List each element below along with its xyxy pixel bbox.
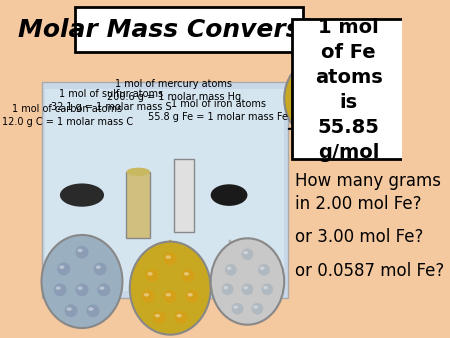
Text: 1 mol of mercury atoms
200.6 g = 1 molar mass Hg: 1 mol of mercury atoms 200.6 g = 1 molar…	[107, 79, 241, 102]
Ellipse shape	[261, 284, 273, 295]
FancyBboxPatch shape	[126, 172, 150, 238]
Text: 1 mol of sulfur atoms
32.1 g = 1 molar mass S: 1 mol of sulfur atoms 32.1 g = 1 molar m…	[51, 89, 172, 112]
Ellipse shape	[300, 80, 313, 94]
Ellipse shape	[222, 284, 234, 295]
Ellipse shape	[56, 286, 61, 290]
Ellipse shape	[232, 303, 243, 315]
Ellipse shape	[320, 68, 325, 71]
FancyBboxPatch shape	[292, 19, 405, 159]
Ellipse shape	[54, 284, 67, 296]
Ellipse shape	[309, 122, 315, 126]
Ellipse shape	[65, 305, 77, 317]
Ellipse shape	[302, 83, 307, 87]
Ellipse shape	[331, 122, 336, 126]
Text: in 2.00 mol Fe?: in 2.00 mol Fe?	[295, 195, 422, 213]
Ellipse shape	[225, 264, 237, 276]
Ellipse shape	[260, 267, 265, 270]
Ellipse shape	[145, 269, 158, 282]
Ellipse shape	[188, 293, 193, 296]
Ellipse shape	[175, 311, 188, 324]
Text: Molar Mass Conversions: Molar Mass Conversions	[18, 18, 359, 42]
Ellipse shape	[96, 265, 101, 269]
Ellipse shape	[338, 83, 343, 87]
Text: 1 mol
of Fe
atoms
is
55.85
g/mol: 1 mol of Fe atoms is 55.85 g/mol	[315, 18, 382, 162]
Ellipse shape	[252, 303, 263, 315]
Ellipse shape	[144, 293, 149, 296]
Ellipse shape	[242, 284, 253, 295]
Ellipse shape	[258, 264, 270, 276]
Ellipse shape	[153, 311, 166, 324]
Ellipse shape	[166, 255, 171, 259]
Ellipse shape	[184, 272, 189, 275]
Ellipse shape	[77, 249, 83, 252]
FancyBboxPatch shape	[41, 82, 288, 298]
FancyBboxPatch shape	[174, 159, 194, 232]
Ellipse shape	[126, 168, 150, 176]
Ellipse shape	[263, 286, 268, 289]
Ellipse shape	[211, 238, 284, 325]
Ellipse shape	[148, 272, 153, 275]
Ellipse shape	[77, 286, 83, 290]
FancyBboxPatch shape	[45, 89, 284, 291]
Ellipse shape	[320, 103, 325, 106]
Ellipse shape	[176, 314, 182, 317]
Ellipse shape	[99, 286, 104, 290]
Ellipse shape	[76, 246, 89, 259]
Ellipse shape	[76, 284, 89, 296]
Ellipse shape	[88, 307, 94, 311]
Ellipse shape	[185, 290, 198, 303]
Ellipse shape	[340, 100, 353, 113]
Ellipse shape	[342, 103, 347, 106]
Text: 1 mol of carbon atoms
12.0 g C = 1 molar mass C: 1 mol of carbon atoms 12.0 g C = 1 molar…	[2, 104, 133, 126]
Ellipse shape	[243, 251, 248, 254]
Ellipse shape	[211, 184, 248, 206]
Ellipse shape	[94, 263, 107, 275]
Ellipse shape	[329, 119, 342, 132]
Ellipse shape	[318, 100, 331, 113]
Ellipse shape	[164, 290, 177, 303]
Ellipse shape	[164, 252, 177, 265]
Ellipse shape	[155, 314, 160, 317]
Ellipse shape	[307, 119, 320, 132]
Ellipse shape	[130, 242, 211, 335]
Text: 1 mol of iron atoms
55.8 g Fe = 1 molar mass Fe: 1 mol of iron atoms 55.8 g Fe = 1 molar …	[148, 99, 288, 122]
Ellipse shape	[318, 65, 331, 78]
Ellipse shape	[297, 100, 309, 113]
Ellipse shape	[224, 286, 228, 289]
Ellipse shape	[243, 286, 248, 289]
Ellipse shape	[234, 306, 238, 309]
Ellipse shape	[59, 265, 64, 269]
Ellipse shape	[284, 55, 365, 142]
Ellipse shape	[298, 103, 303, 106]
Ellipse shape	[41, 235, 122, 328]
Ellipse shape	[337, 80, 349, 94]
Ellipse shape	[253, 306, 258, 309]
Ellipse shape	[86, 305, 99, 317]
Text: or 3.00 mol Fe?: or 3.00 mol Fe?	[295, 228, 423, 246]
Ellipse shape	[182, 269, 195, 282]
Ellipse shape	[242, 248, 253, 260]
Ellipse shape	[97, 284, 110, 296]
Text: How many grams: How many grams	[295, 172, 441, 190]
Ellipse shape	[57, 263, 70, 275]
Ellipse shape	[60, 184, 104, 207]
Ellipse shape	[142, 290, 155, 303]
Ellipse shape	[166, 293, 171, 296]
Ellipse shape	[227, 267, 231, 270]
Ellipse shape	[67, 307, 72, 311]
FancyBboxPatch shape	[75, 7, 302, 52]
Text: or 0.0587 mol Fe?: or 0.0587 mol Fe?	[295, 262, 445, 280]
